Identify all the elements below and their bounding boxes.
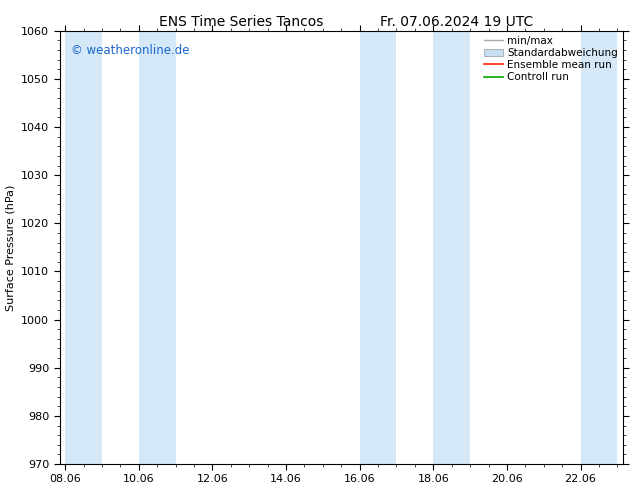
- Bar: [139, 31, 176, 464]
- Text: © weatheronline.de: © weatheronline.de: [71, 44, 190, 57]
- Y-axis label: Surface Pressure (hPa): Surface Pressure (hPa): [6, 184, 16, 311]
- Bar: [581, 31, 618, 464]
- Bar: [433, 31, 470, 464]
- Bar: [65, 31, 102, 464]
- Legend: min/max, Standardabweichung, Ensemble mean run, Controll run: min/max, Standardabweichung, Ensemble me…: [481, 33, 621, 85]
- Text: Fr. 07.06.2024 19 UTC: Fr. 07.06.2024 19 UTC: [380, 15, 533, 29]
- Text: ENS Time Series Tancos: ENS Time Series Tancos: [158, 15, 323, 29]
- Bar: [359, 31, 396, 464]
